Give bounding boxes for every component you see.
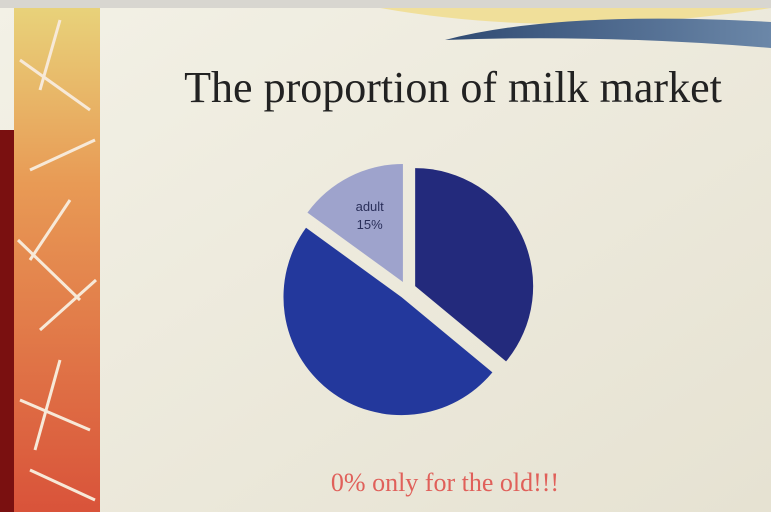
slice-label: adult — [356, 199, 385, 214]
top-swoosh — [445, 18, 771, 48]
value-label: 15% — [357, 217, 383, 232]
annotation: 0% only for the old!!! — [331, 468, 559, 497]
pie-slice — [415, 168, 534, 362]
pie: adult 15% — [283, 163, 534, 416]
left-edge — [0, 130, 14, 512]
pie-slice — [283, 227, 493, 416]
pie-slice — [307, 163, 403, 282]
strip-pattern — [16, 19, 97, 502]
chart-title: The proportion of milk market — [184, 63, 722, 112]
left-strip — [14, 8, 100, 512]
top-edge — [0, 0, 771, 8]
top-decoration — [380, 8, 771, 24]
